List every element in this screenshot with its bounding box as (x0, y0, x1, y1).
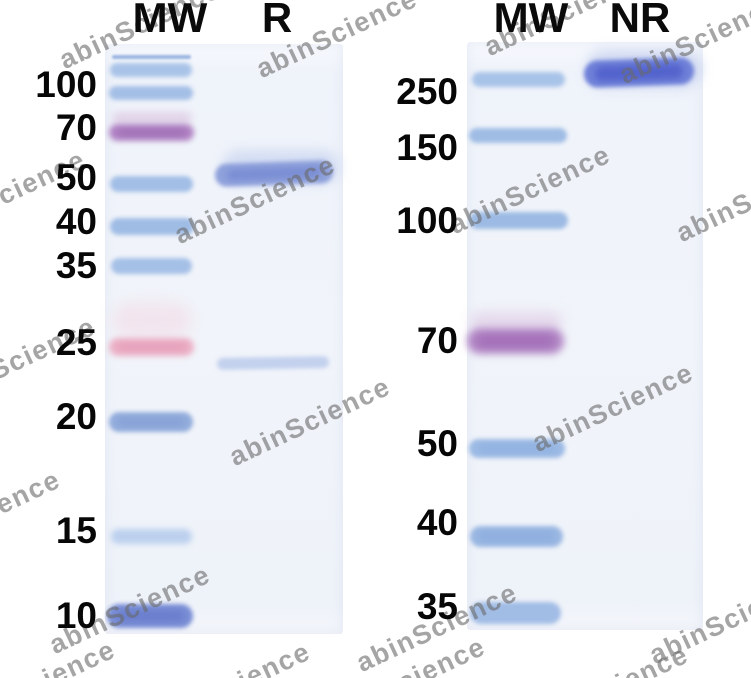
ladder-band (110, 218, 194, 235)
ladder-band (467, 328, 564, 354)
marker-label-40-reduced: 40 (55, 201, 97, 242)
ladder-band (109, 338, 194, 356)
ladder-band (110, 176, 193, 192)
lane-header-nr: NR (609, 0, 671, 41)
lane-header-mw: MW (493, 0, 569, 41)
marker-label-150-non-reduced: 150 (396, 127, 458, 168)
marker-label-100-reduced: 100 (35, 64, 97, 105)
ladder-band (112, 302, 192, 338)
marker-label-70-non-reduced: 70 (416, 320, 458, 361)
marker-label-25-reduced: 25 (55, 322, 97, 363)
marker-label-100-non-reduced: 100 (396, 200, 458, 241)
ladder-band (469, 212, 568, 229)
ladder-band-core (478, 443, 556, 454)
ladder-band-core (117, 128, 186, 137)
ladder-band-core (117, 416, 185, 428)
ladder-band (472, 72, 565, 87)
ladder-band-core (115, 609, 185, 623)
ladder-band (107, 604, 193, 628)
ladder-band-core (479, 531, 554, 542)
ladder-band (470, 312, 562, 332)
ladder-band (469, 128, 567, 143)
marker-label-40-non-reduced: 40 (416, 502, 458, 543)
marker-label-50-non-reduced: 50 (416, 423, 458, 464)
ladder-band (111, 529, 192, 544)
ladder-band (110, 63, 192, 77)
lane-header-mw: MW (132, 0, 208, 41)
ladder-band-core (117, 342, 186, 352)
marker-label-35-non-reduced: 35 (416, 586, 458, 627)
marker-label-70-reduced: 70 (55, 107, 97, 148)
marker-label-20-reduced: 20 (55, 396, 97, 437)
ladder-band (470, 526, 563, 547)
lane-header-r: R (261, 0, 293, 41)
marker-label-35-reduced: 35 (55, 245, 97, 286)
ladder-band (109, 412, 193, 432)
marker-label-250-non-reduced: 250 (396, 71, 458, 112)
marker-label-50-reduced: 50 (55, 157, 97, 198)
ladder-band (470, 602, 561, 624)
ladder-band (112, 55, 191, 59)
ladder-band (109, 86, 193, 100)
ladder-band (469, 439, 565, 458)
marker-label-15-reduced: 15 (55, 510, 97, 551)
ladder-band (112, 112, 192, 124)
ladder-band-core (476, 334, 555, 348)
ladder-band (111, 258, 192, 274)
marker-label-10-reduced: 10 (55, 595, 97, 636)
ladder-band (109, 124, 194, 141)
